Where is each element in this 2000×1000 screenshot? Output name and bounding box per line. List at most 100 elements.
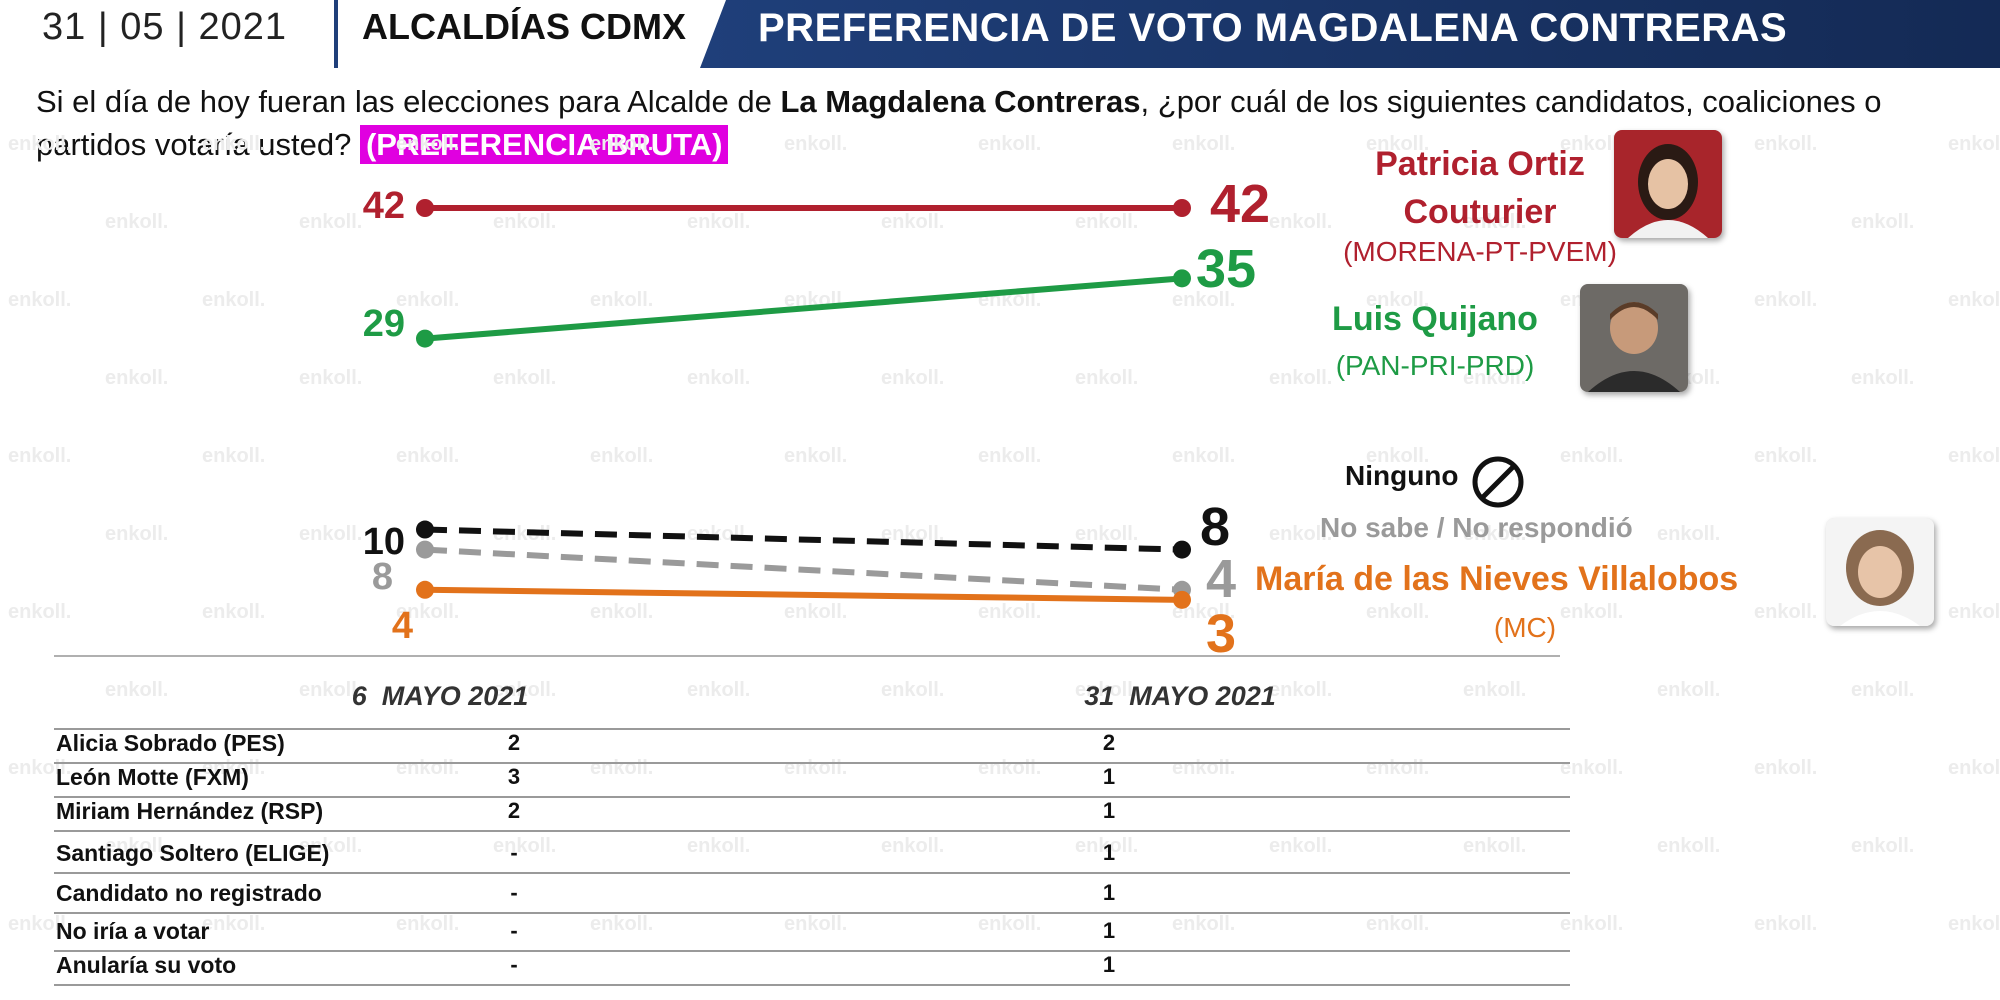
watermark-text: enkoll. [1366,289,1429,311]
watermark-text: enkoll. [1560,757,1623,779]
watermark-text: enkoll. [881,211,944,233]
watermark-text: enkoll. [1366,601,1429,623]
watermark-text: enkoll. [1948,601,2000,623]
series-line [424,526,1183,553]
data-label: 3 [1206,604,1236,664]
series-point [416,520,434,539]
candidate-1-photo [1614,130,1722,238]
series-point [1173,269,1191,288]
watermark-text: enkoll. [396,445,459,467]
candidate-3-party: (MC) [1493,612,1557,643]
series-2: 29 35 [363,239,1256,348]
watermark-text: enkoll. [687,835,750,857]
watermark-text: enkoll. [493,367,556,389]
no-sabe-label: No sabe / No respondió [1320,512,1633,543]
watermark-text: enkoll. [1948,445,2000,467]
watermark-text: enkoll. [105,523,168,545]
question-text-1: Si el día de hoy fueran las elecciones p… [36,84,781,119]
watermark-text: enkoll. [1754,757,1817,779]
question-municipality: La Magdalena Contreras [780,84,1141,119]
candidate-1-portrait-icon [1614,130,1722,238]
table-row: No iría a votar - 1 [54,918,1570,952]
data-label: 42 [363,185,405,227]
watermark-text: enkoll. [1754,601,1817,623]
report-date: 31 | 05 | 2021 [42,6,288,48]
value-31-mayo: 1 [1102,918,1116,943]
x-tick-label: 6 MAYO 2021 [352,681,529,711]
watermark-text: enkoll. [687,523,750,545]
value-31-mayo: 2 [1102,730,1116,755]
series-line [424,275,1183,342]
watermark-text: enkoll. [1172,445,1235,467]
value-6-mayo: - [510,880,518,905]
watermark-text: enkoll. [493,211,556,233]
watermark-text: enkoll. [105,367,168,389]
watermark-text: enkoll. [1172,913,1235,935]
prohibited-icon [1470,454,1526,510]
watermark-text: enkoll. [8,133,71,155]
preference-tag: (PREFERENCIA BRUTA) [359,125,729,164]
watermark-text: enkoll. [1269,835,1332,857]
watermark-text: enkoll. [687,679,750,701]
data-label: 4 [392,605,413,647]
watermark-text: enkoll. [299,367,362,389]
watermark-text: enkoll. [202,913,265,935]
header-divider [334,0,338,68]
watermark-text: enkoll. [978,913,1041,935]
value-31-mayo: 1 [1102,952,1116,977]
watermark-text: enkoll. [396,913,459,935]
ninguno-label: Ninguno [1345,460,1459,491]
watermark-text: enkoll. [1851,211,1914,233]
watermark-text: enkoll. [396,601,459,623]
watermark-text: enkoll. [493,679,556,701]
watermark-text: enkoll. [1560,601,1623,623]
data-label: 42 [1210,174,1270,234]
watermark-text: enkoll. [978,445,1041,467]
table-row: Candidato no registrado - 1 [54,880,1570,914]
watermark-text: enkoll. [590,913,653,935]
region-label: ALCALDÍAS CDMX [362,6,686,47]
watermark-text: enkoll. [1948,133,2000,155]
watermark-text: enkoll. [1560,445,1623,467]
x-tick-label: 31 MAYO 2021 [1084,681,1276,711]
value-6-mayo: - [510,952,518,977]
series-point [416,540,434,559]
watermark-text: enkoll. [1657,679,1720,701]
series-point [1173,590,1191,609]
row-label: Alicia Sobrado (PES) [56,730,285,756]
candidate-1-party: (MORENA-PT-PVEM) [1343,236,1617,267]
watermark-text: enkoll. [202,133,265,155]
watermark-text: enkoll. [1657,523,1720,545]
watermark-text: enkoll. [202,289,265,311]
candidate-3-portrait-icon [1826,518,1934,626]
watermark-text: enkoll. [1075,835,1138,857]
watermark-text: enkoll. [1463,523,1526,545]
table-top-rule [54,728,1570,730]
watermark-text: enkoll. [881,523,944,545]
series-line [424,586,1183,603]
value-31-mayo: 1 [1102,764,1116,789]
watermark-text: enkoll. [687,211,750,233]
row-label: León Motte (FXM) [56,764,249,790]
value-6-mayo: 2 [507,730,521,755]
series-1: 42 42 [363,174,1270,234]
row-label: Santiago Soltero (ELIGE) [56,840,330,866]
watermark-text: enkoll. [1560,913,1623,935]
candidate-3-name: María de las Nieves Villalobos [1255,560,1739,598]
candidate-2-portrait-icon [1580,284,1688,392]
watermark-text: enkoll. [590,133,653,155]
watermark-text: enkoll. [105,679,168,701]
watermark-text: enkoll. [1754,289,1817,311]
table-row: Santiago Soltero (ELIGE) - 1 [54,840,1570,874]
watermark-text: enkoll. [1948,757,2000,779]
watermark-text: enkoll. [202,601,265,623]
series-3: 10 8 [363,497,1230,563]
watermark-text: enkoll. [1075,367,1138,389]
watermark-text: enkoll. [1754,913,1817,935]
row-label: No iría a votar [56,918,210,944]
watermark-text: enkoll. [978,601,1041,623]
series-point [416,199,434,217]
watermark-text: enkoll. [784,133,847,155]
watermark-text: enkoll. [1657,835,1720,857]
